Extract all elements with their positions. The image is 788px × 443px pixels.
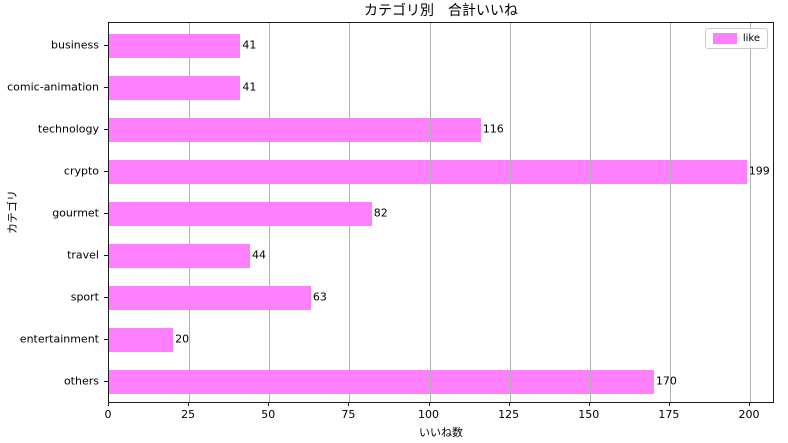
bar-value-travel: 44: [252, 248, 267, 262]
x-tick-label-25: 25: [181, 408, 196, 421]
x-tick-mark-25: [188, 402, 190, 406]
y-tick-mark-technology: [104, 129, 108, 130]
bar-entertainment: [109, 328, 174, 352]
y-tick-mark-travel: [104, 255, 108, 256]
x-axis-label: いいね数: [419, 426, 463, 439]
x-tick-mark-200: [749, 402, 750, 406]
bar-sport: [109, 286, 311, 310]
x-tick-label-175: 175: [658, 408, 680, 421]
bar-value-gourmet: 82: [373, 206, 388, 220]
bar-layer: [109, 23, 773, 402]
bar-gourmet: [109, 202, 372, 226]
chart-title: カテゴリ別 合計いいね: [364, 3, 518, 19]
x-tick-mark-100: [428, 402, 430, 406]
x-tick-label-100: 100: [418, 408, 439, 421]
y-tick-label-technology: technology: [37, 122, 99, 136]
legend-swatch-like: [712, 33, 737, 44]
plot-area: like: [108, 22, 774, 403]
y-tick-mark-gourmet: [104, 213, 108, 214]
y-tick-label-comic-animation: comic-animation: [7, 80, 99, 94]
x-tick-mark-175: [668, 402, 670, 406]
x-tick-label-50: 50: [261, 408, 276, 421]
bar-comic-animation: [109, 76, 241, 100]
x-tick-label-75: 75: [341, 408, 356, 421]
y-tick-label-business: business: [51, 38, 99, 52]
y-tick-label-others: others: [63, 374, 99, 388]
x-tick-mark-0: [108, 402, 109, 406]
bar-value-business: 41: [242, 38, 257, 52]
bar-value-comic-animation: 41: [242, 80, 257, 94]
x-tick-label-0: 0: [104, 408, 112, 421]
legend-label: like: [742, 33, 760, 44]
bar-crypto: [109, 160, 747, 184]
x-tick-label-200: 200: [738, 408, 760, 421]
y-tick-label-entertainment: entertainment: [19, 332, 99, 346]
x-tick-mark-50: [268, 402, 270, 406]
legend: like: [704, 28, 768, 49]
bar-value-others: 170: [655, 374, 677, 388]
x-tick-mark-125: [508, 402, 510, 406]
x-tick-mark-150: [588, 402, 590, 406]
y-tick-mark-others: [104, 381, 108, 382]
x-tick-mark-75: [348, 402, 350, 406]
x-tick-label-125: 125: [498, 408, 520, 421]
bar-value-sport: 63: [312, 290, 327, 304]
y-tick-label-sport: sport: [70, 290, 99, 304]
y-tick-mark-comic-animation: [104, 87, 108, 88]
bar-value-crypto: 199: [748, 164, 770, 178]
y-tick-mark-entertainment: [104, 339, 108, 340]
bar-value-entertainment: 20: [175, 332, 190, 346]
y-tick-label-gourmet: gourmet: [52, 206, 99, 220]
y-tick-mark-business: [104, 45, 108, 46]
bar-others: [109, 370, 654, 394]
bar-value-technology: 116: [482, 122, 504, 136]
bar-technology: [109, 118, 481, 142]
bar-travel: [109, 244, 251, 268]
y-tick-mark-sport: [104, 297, 108, 298]
y-tick-label-crypto: crypto: [63, 164, 99, 178]
bar-business: [109, 34, 241, 58]
y-tick-label-travel: travel: [67, 248, 99, 262]
x-tick-label-150: 150: [578, 408, 600, 421]
y-tick-mark-crypto: [104, 171, 108, 172]
